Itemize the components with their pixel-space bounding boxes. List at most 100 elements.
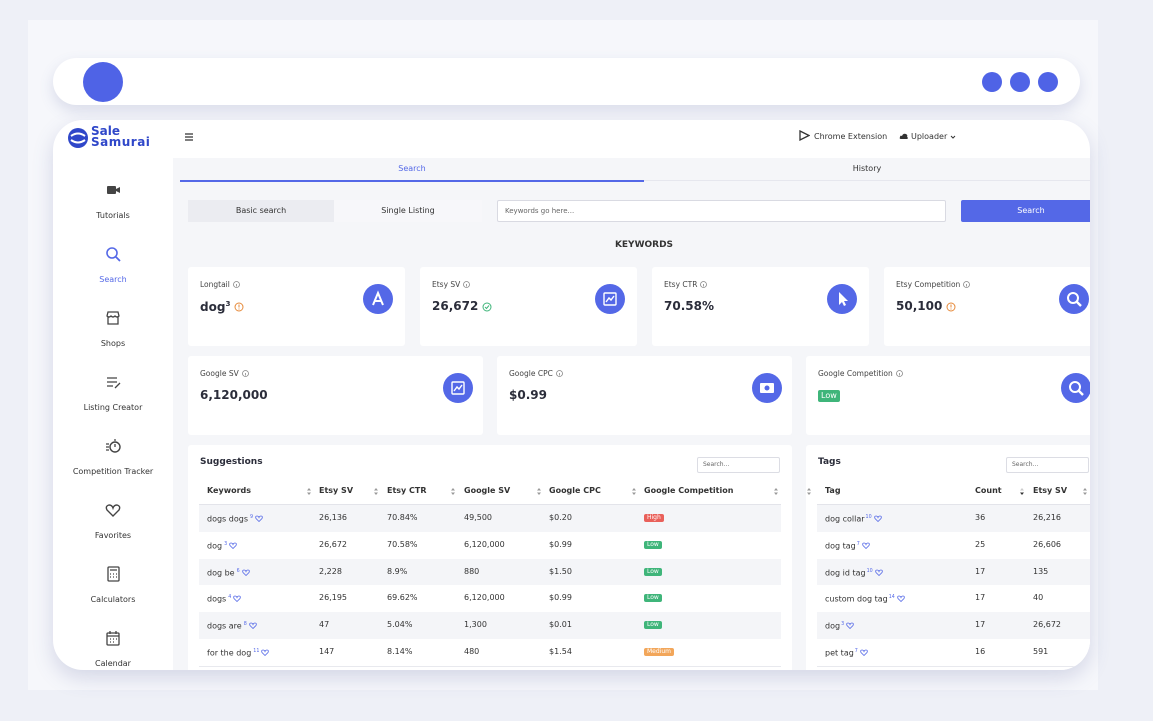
sort-toggle[interactable] [373, 487, 379, 496]
favorite-toggle[interactable] [860, 649, 868, 656]
favorite-toggle[interactable] [261, 649, 269, 656]
keyword-input[interactable]: Keywords go here... [497, 200, 946, 222]
tag-cell: dog collar10 [825, 514, 872, 524]
table-cell: 6,120,000 [464, 593, 505, 603]
check-icon-part [484, 305, 490, 310]
sidebar-item[interactable]: Listing Creator [53, 370, 173, 420]
sort-toggle[interactable] [806, 487, 812, 496]
logo-mark-part [68, 128, 88, 148]
chrome-extension-icon-part [799, 130, 810, 141]
sort-toggle[interactable] [1019, 487, 1025, 496]
table-row: dogs are 8 47 5.04% 1,300 $0.01 Low [199, 612, 781, 640]
tab[interactable]: Search [180, 158, 644, 182]
sort-toggle[interactable] [450, 487, 456, 496]
favorite-toggle[interactable] [846, 622, 854, 630]
avatar[interactable] [83, 62, 123, 102]
sidebar-item[interactable]: Shops [53, 306, 173, 356]
sort-toggle[interactable] [536, 487, 542, 496]
panel-search[interactable]: Search... [697, 457, 780, 473]
metric-label: Etsy SV [432, 280, 461, 289]
table-cell: 26,216 [1033, 513, 1061, 522]
column-header: Google Competition [644, 486, 734, 495]
uploader-caret-part [950, 135, 956, 139]
sidebar-label: Tutorials [96, 211, 130, 220]
metric-icon [1061, 373, 1090, 403]
window-dot[interactable] [982, 72, 1002, 92]
metric-label: Etsy CTR [664, 280, 698, 289]
table-cell: 16 [975, 647, 986, 656]
sidebar-label: Shops [100, 339, 126, 348]
sort-toggle-part [451, 488, 455, 491]
sort-toggle[interactable] [306, 487, 312, 496]
table-cell: 26,672 [319, 539, 347, 549]
search-mode-button[interactable]: Basic search [188, 200, 334, 222]
metric-card: Google SV 6,120,000 [188, 356, 483, 435]
metric-icon-part [603, 292, 617, 306]
table-cell: 40 [1033, 593, 1044, 603]
metric-icon [1059, 284, 1089, 314]
sidebar-item[interactable]: Tutorials [53, 178, 173, 228]
favorite-toggle[interactable] [255, 515, 263, 522]
favorite-toggle-part [846, 622, 854, 630]
sort-toggle-part [1020, 492, 1024, 495]
favorite-toggle[interactable] [249, 622, 257, 630]
table-cell: 880 [464, 566, 480, 576]
search-button[interactable]: Search [961, 200, 1090, 222]
search-mode-button[interactable]: Single Listing [334, 200, 482, 222]
keyword-cell: dogs dogs 9 [207, 514, 254, 524]
favorite-toggle-part [229, 542, 237, 549]
favorite-toggle[interactable] [874, 515, 882, 522]
sort-toggle-part [1083, 492, 1087, 495]
content-area: Search History Basic search Single Listing K… [173, 158, 1090, 670]
window-dot[interactable] [1010, 72, 1030, 92]
favorite-toggle-part [249, 622, 257, 630]
column-header: Google SV [464, 486, 511, 495]
column-header: Count [975, 486, 1002, 495]
favorite-toggle[interactable] [242, 569, 250, 576]
metric-icon-part [1067, 292, 1079, 304]
sidebar-icon [107, 377, 121, 389]
competition-badge: Low [644, 621, 662, 630]
table-row: dogs 4 26,195 69.62% 6,120,000 $0.99 Low [199, 585, 781, 614]
table-cell: 6,120,000 [464, 539, 505, 549]
chrome-extension-link[interactable]: Chrome Extension [814, 132, 888, 141]
metric-icon-part [764, 385, 770, 391]
brand-name: Samurai [91, 135, 151, 149]
sidebar-item[interactable]: Calculators [53, 562, 173, 612]
browser-bar [53, 58, 1080, 105]
favorite-toggle[interactable] [875, 569, 883, 576]
sort-toggle-part [374, 492, 378, 495]
sidebar-label: Search [99, 275, 127, 284]
table-cell: $0.99 [549, 539, 572, 549]
sidebar-item[interactable]: Calendar [53, 626, 173, 670]
sort-toggle-part [374, 488, 378, 491]
sidebar-item[interactable]: Competition Tracker [53, 434, 173, 484]
favorite-toggle-part [233, 595, 241, 603]
favorite-toggle[interactable] [229, 542, 237, 549]
favorite-toggle[interactable] [897, 595, 905, 603]
sidebar-item[interactable]: Favorites [53, 498, 173, 548]
menu-toggle[interactable] [184, 132, 194, 142]
competition-badge: Low [644, 567, 662, 576]
competition-badge: Low [644, 594, 662, 603]
window-dot[interactable] [1038, 72, 1058, 92]
sort-toggle[interactable] [631, 487, 637, 496]
sidebar-icon [105, 504, 121, 517]
favorite-toggle-part [860, 649, 868, 656]
panel-search[interactable]: Search... [1006, 457, 1089, 473]
tag-cell: dog tag7 [825, 541, 860, 551]
tag-rank: 3 [841, 622, 845, 628]
warning-icon-part [234, 302, 244, 312]
sidebar-label: Favorites [94, 531, 132, 540]
tab[interactable]: History [644, 158, 1090, 181]
table-row: for the dog 11 147 8.14% 480 $1.54 Medium [199, 639, 781, 667]
sidebar-item[interactable]: Search [53, 242, 173, 292]
sort-toggle[interactable] [773, 487, 779, 496]
sort-toggle[interactable] [1082, 487, 1088, 496]
tag-rank: 7 [854, 649, 858, 654]
favorite-toggle[interactable] [233, 595, 241, 603]
metric-icon-part [1069, 381, 1081, 393]
favorite-toggle[interactable] [862, 542, 870, 549]
uploader-menu[interactable]: Uploader [911, 132, 948, 141]
info-icon-part [896, 370, 903, 377]
